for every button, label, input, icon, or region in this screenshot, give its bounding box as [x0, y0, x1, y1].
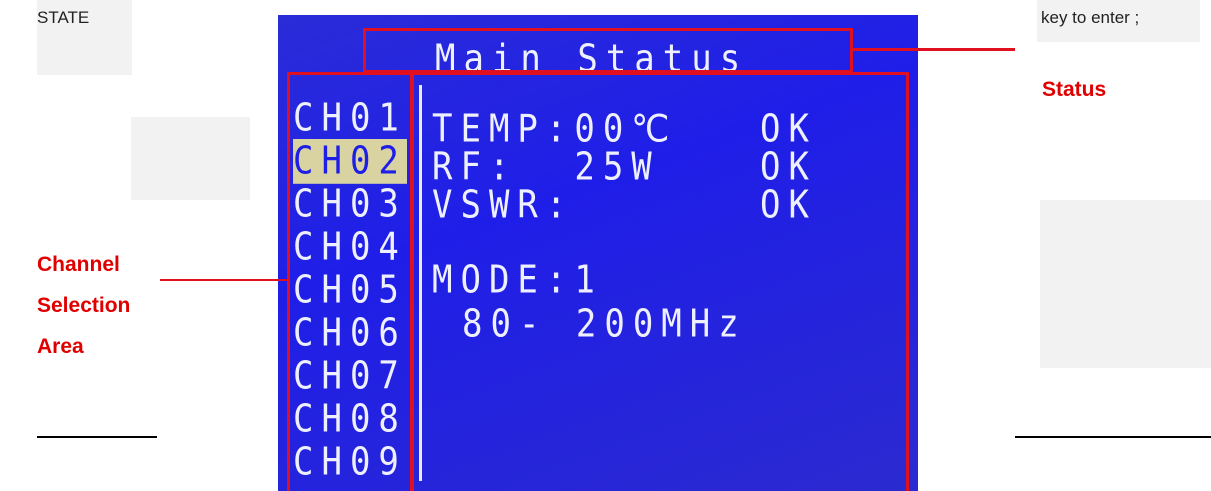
callout-line-text: Channel [37, 244, 130, 285]
callout-line [852, 48, 1015, 51]
state-label: STATE [37, 8, 89, 28]
callout-line-text: Selection [37, 285, 130, 326]
gray-block [131, 117, 250, 200]
page: STATE key to enter ; Main Status CH01CH0… [0, 0, 1211, 491]
callout-line [160, 279, 287, 281]
channel-frame [287, 72, 414, 491]
hint-text: key to enter ; [1041, 8, 1139, 28]
status-callout: Status [1042, 78, 1106, 102]
gray-block [1040, 200, 1211, 368]
rule [37, 436, 157, 438]
channel-callout: Channel Selection Area [37, 244, 130, 367]
status-frame [410, 72, 909, 491]
title-frame [363, 28, 853, 73]
rule [1015, 436, 1211, 438]
callout-line-text: Area [37, 326, 130, 367]
